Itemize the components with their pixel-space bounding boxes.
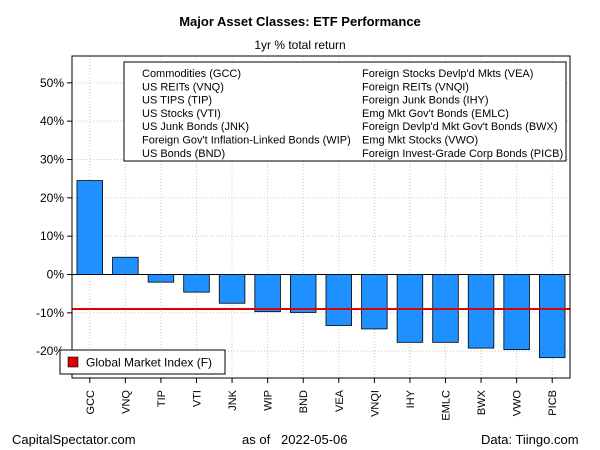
footer-source-site: CapitalSpectator.com — [12, 432, 136, 447]
bar-vwo — [503, 274, 530, 351]
x-tick-label: JNK — [227, 389, 239, 410]
reference-legend-box — [59, 349, 226, 375]
legend-entry: Foreign Gov't Inflation-Linked Bonds (WI… — [142, 135, 351, 147]
x-tick-label: VWO — [512, 390, 524, 417]
y-tick-label: 30% — [40, 153, 64, 167]
x-tick-label: TIP — [156, 390, 168, 407]
legend-entry: Foreign Junk Bonds (IHY) — [362, 95, 489, 107]
legend-entry: Emg Mkt Gov't Bonds (EMLC) — [362, 108, 509, 120]
x-tick-label: EMLC — [441, 390, 453, 421]
y-tick-label: 50% — [40, 76, 64, 90]
legend-entry: Emg Mkt Stocks (VWO) — [362, 135, 478, 147]
bar-bnd — [290, 274, 317, 313]
x-tick-label: PICB — [547, 390, 559, 416]
y-tick-label: -10% — [36, 306, 64, 320]
chart-title: Major Asset Classes: ETF Performance — [179, 14, 421, 29]
legend-entry: US REITs (VNQ) — [142, 81, 224, 93]
x-tick-label: VNQ — [120, 390, 132, 414]
x-tick-label: VTI — [192, 390, 204, 407]
legend-entry: Foreign Stocks Devlp'd Mkts (VEA) — [362, 68, 533, 80]
legend-entry: US Bonds (BND) — [142, 148, 225, 160]
chart-subtitle: 1yr % total return — [254, 38, 346, 52]
bar-vti — [183, 274, 210, 293]
legend-entry: Foreign Invest-Grade Corp Bonds (PICB) — [362, 148, 563, 160]
bar-gcc — [76, 180, 103, 275]
etf-legend-box — [123, 61, 567, 162]
y-tick-label: 40% — [40, 114, 64, 128]
x-tick-label: WIP — [263, 390, 275, 411]
legend-entry: US Stocks (VTI) — [142, 108, 221, 120]
legend-entry: Foreign Devlp'd Mkt Gov't Bonds (BWX) — [362, 121, 558, 133]
x-tick-label: BWX — [476, 389, 488, 415]
x-tick-label: GCC — [85, 390, 97, 415]
y-tick-label: 0% — [47, 268, 65, 282]
bar-vnqi — [361, 274, 388, 330]
y-tick-label: 10% — [40, 229, 64, 243]
bar-bwx — [467, 274, 495, 349]
legend-entry: US Junk Bonds (JNK) — [142, 121, 249, 133]
reference-legend-swatch — [67, 356, 79, 368]
x-tick-label: BND — [298, 390, 310, 413]
x-tick-label: IHY — [405, 389, 417, 408]
y-tick-label: -20% — [36, 344, 64, 358]
footer-date: as of 2022-05-06 — [242, 432, 348, 447]
bar-wip — [254, 274, 281, 313]
legend-entry: US TIPS (TIP) — [142, 95, 212, 107]
bar-vea — [325, 274, 352, 326]
x-tick-label: VNQI — [369, 390, 381, 417]
bar-vnq — [112, 256, 139, 275]
footer-data-source: Data: Tiingo.com — [481, 432, 579, 447]
bar-jnk — [218, 274, 246, 304]
plot-frame — [71, 55, 571, 379]
x-tick-label: VEA — [334, 389, 346, 412]
bar-tip — [147, 274, 175, 283]
bar-picb — [539, 274, 566, 359]
legend-entry: Commodities (GCC) — [142, 68, 241, 80]
reference-legend-label: Global Market Index (F) — [86, 356, 212, 370]
legend-entry: Foreign REITs (VNQI) — [362, 81, 469, 93]
y-tick-label: 20% — [40, 191, 64, 205]
